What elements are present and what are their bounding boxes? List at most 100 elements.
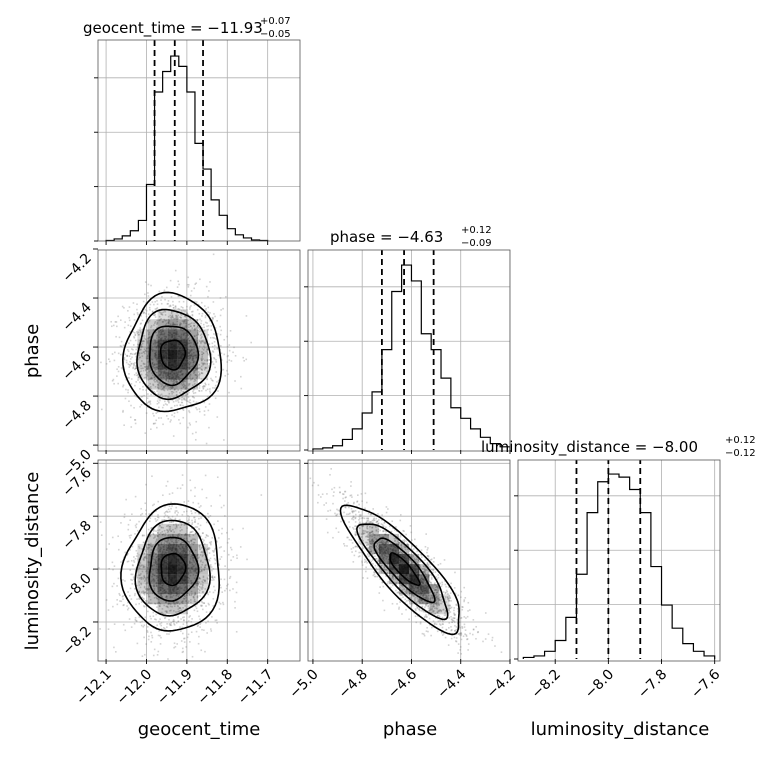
sample-point [446, 590, 449, 593]
sample-point [426, 599, 429, 601]
sample-point [185, 600, 187, 602]
sample-point [130, 626, 133, 628]
sample-point [180, 317, 182, 319]
sample-point [119, 319, 122, 321]
sample-point [142, 564, 145, 567]
sample-point [377, 571, 380, 574]
sample-point [211, 316, 214, 319]
sample-point [197, 374, 200, 376]
sample-point [422, 595, 424, 597]
density-cell [187, 349, 198, 360]
sample-point [430, 594, 433, 597]
sample-point [197, 371, 200, 373]
contours-luminosity-distance-vs-geocent-time [120, 503, 221, 632]
sample-point [455, 603, 458, 606]
sample-point [156, 597, 158, 600]
sample-point [205, 521, 208, 524]
sample-point [437, 586, 440, 588]
sample-point [138, 352, 141, 355]
sample-point [431, 610, 434, 612]
sample-point [371, 530, 374, 533]
sample-point [190, 342, 192, 344]
sample-point [167, 328, 170, 330]
sample-point [175, 314, 177, 317]
sample-point [202, 352, 205, 354]
sample-point [172, 304, 174, 306]
sample-point [153, 376, 156, 378]
sample-point [195, 431, 197, 434]
sample-point [188, 337, 190, 339]
sample-point [365, 531, 368, 533]
sample-point [398, 608, 400, 610]
sample-point [151, 634, 153, 637]
sample-point [387, 565, 389, 568]
sample-point [128, 319, 131, 322]
sample-point [134, 384, 136, 387]
grid-luminosity-distance-vs-phase [308, 460, 510, 659]
sample-point [147, 313, 150, 315]
sample-point [171, 387, 173, 390]
sample-point [157, 384, 160, 386]
sample-point [172, 534, 174, 537]
density-cell [167, 339, 178, 350]
sample-point [358, 523, 360, 525]
sample-point [143, 340, 145, 343]
sample-point [174, 305, 177, 308]
density-cell [167, 594, 178, 605]
sample-point [365, 522, 368, 524]
sample-point [169, 538, 172, 541]
sample-point [443, 632, 445, 635]
sample-point [170, 518, 173, 521]
sample-point [195, 282, 198, 285]
density-cell [187, 594, 198, 605]
sample-point [179, 609, 182, 612]
sample-point [421, 599, 423, 601]
sample-point [172, 533, 174, 536]
sample-point [177, 401, 180, 404]
sample-point [151, 311, 154, 313]
sample-point [359, 522, 361, 525]
sample-point [130, 534, 132, 537]
sample-point [297, 496, 299, 498]
sample-point [204, 515, 207, 517]
sample-point [368, 532, 371, 535]
sample-point [208, 541, 211, 544]
sample-point [449, 605, 451, 607]
sample-point [199, 328, 201, 330]
sample-point [179, 626, 181, 628]
sample-point [142, 597, 145, 600]
sample-point [450, 600, 452, 602]
sample-point [140, 514, 142, 516]
sample-point [140, 343, 142, 345]
sample-point [126, 354, 128, 357]
sample-point [409, 596, 411, 599]
density-cell [157, 379, 168, 390]
sample-point [157, 598, 160, 601]
sample-point [177, 610, 179, 613]
contour-luminosity-distance-vs-geocent-time-3 [120, 503, 221, 632]
sample-point [181, 399, 183, 401]
sample-point [453, 617, 456, 620]
sample-point [127, 591, 129, 593]
sample-point [229, 589, 231, 592]
sample-point [197, 522, 199, 525]
sample-point [197, 642, 200, 645]
sample-point [397, 542, 400, 545]
sample-point [372, 553, 374, 556]
sample-point [155, 308, 158, 310]
sample-point [181, 514, 184, 516]
sample-point [187, 334, 190, 336]
sample-point [378, 515, 381, 517]
sample-point [188, 360, 191, 363]
sample-point [177, 295, 180, 298]
sample-point [405, 608, 407, 611]
sample-point [191, 378, 193, 380]
sample-point [147, 543, 149, 546]
sample-point [178, 534, 181, 537]
sample-point [188, 339, 191, 342]
sample-point [168, 618, 170, 621]
sample-point [173, 380, 175, 382]
sample-point [348, 538, 351, 541]
sample-point [131, 356, 133, 359]
sample-point [202, 348, 205, 351]
